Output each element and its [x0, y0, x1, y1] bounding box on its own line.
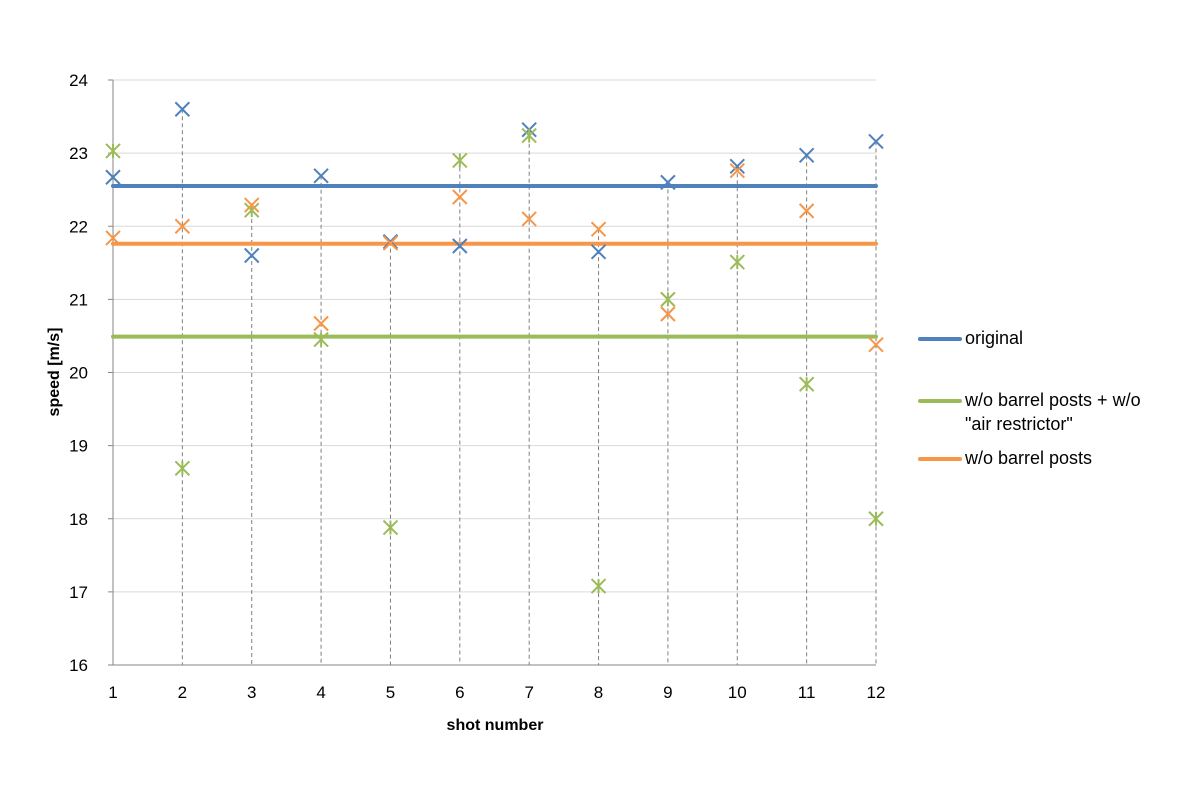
x-marker-icon — [660, 174, 676, 191]
legend-label: original — [965, 328, 1024, 348]
x-marker-icon — [382, 235, 399, 251]
x-marker-icon — [174, 218, 191, 234]
x-axis-tick-labels: 1 2 3 4 5 6 7 8 9 10 11 12 — [108, 683, 885, 702]
x-tick-label: 6 — [455, 683, 464, 702]
legend-swatch-original — [918, 337, 962, 341]
x-tick-label: 10 — [728, 683, 747, 702]
legend-item-no-posts-no-restrictor[interactable]: w/o barrel posts + w/o "air restrictor" — [918, 388, 1188, 436]
x-marker-icon — [660, 306, 676, 322]
star-marker-icon — [660, 291, 676, 308]
x-marker-icon — [105, 230, 121, 246]
y-tick-label: 23 — [69, 144, 88, 163]
x-marker-icon — [244, 197, 260, 213]
x-tick-label: 8 — [594, 683, 603, 702]
x-marker-icon — [729, 158, 745, 174]
legend-label: w/o barrel posts — [965, 448, 1093, 468]
x-marker-icon — [452, 189, 468, 205]
y-axis-tick-labels: 16 17 18 19 20 21 22 23 24 — [69, 71, 88, 675]
x-tick-label: 7 — [524, 683, 533, 702]
x-tick-label: 4 — [316, 683, 325, 702]
x-tick-label: 3 — [247, 683, 256, 702]
legend-item-original[interactable]: original — [918, 326, 1188, 350]
y-tick-label: 24 — [69, 71, 88, 90]
star-marker-icon — [452, 152, 468, 169]
x-axis-title: shot number — [447, 717, 544, 734]
x-marker-icon — [868, 337, 884, 353]
y-tick-label: 16 — [69, 656, 88, 675]
x-marker-icon — [590, 221, 607, 237]
y-tick-label: 22 — [69, 217, 88, 236]
legend-label: w/o barrel posts + w/o "air restrictor" — [965, 390, 1141, 434]
star-marker-icon — [521, 127, 537, 144]
legend-item-no-posts[interactable]: w/o barrel posts — [918, 446, 1188, 470]
x-marker-icon — [521, 211, 537, 227]
x-tick-label: 5 — [386, 683, 395, 702]
x-tick-label: 2 — [178, 683, 187, 702]
star-marker-icon — [868, 511, 884, 527]
star-marker-icon — [174, 460, 191, 477]
star-marker-icon — [313, 331, 329, 348]
star-marker-icon — [382, 519, 399, 536]
star-marker-icon — [729, 254, 745, 270]
y-tick-label: 21 — [69, 290, 88, 309]
x-marker-icon — [313, 168, 329, 184]
star-marker-icon — [105, 143, 121, 159]
mean-lines — [111, 184, 878, 339]
x-tick-label: 1 — [108, 683, 117, 702]
x-marker-icon — [729, 162, 745, 179]
y-tick-label: 19 — [69, 437, 88, 456]
star-marker-icon — [590, 578, 607, 594]
data-points — [105, 101, 884, 594]
x-marker-icon — [174, 101, 191, 117]
y-axis-title: speed [m/s] — [46, 328, 63, 417]
x-marker-icon — [382, 233, 399, 250]
x-tick-label: 12 — [867, 683, 886, 702]
star-marker-icon — [798, 376, 815, 392]
vertical-drop-lines — [181, 109, 877, 665]
y-tick-label: 17 — [69, 583, 88, 602]
x-marker-icon — [590, 244, 607, 260]
y-tick-label: 18 — [69, 510, 88, 529]
x-tick-label: 9 — [663, 683, 672, 702]
x-marker-icon — [798, 203, 815, 219]
x-tick-label: 11 — [798, 683, 816, 702]
legend-swatch-no-posts-no-restrictor — [918, 399, 962, 403]
horizontal-gridlines — [113, 79, 876, 593]
x-marker-icon — [105, 169, 121, 185]
x-marker-icon — [868, 133, 884, 150]
x-marker-icon — [452, 238, 468, 254]
y-tick-label: 20 — [69, 364, 88, 383]
x-marker-icon — [244, 247, 260, 264]
x-marker-icon — [798, 147, 815, 164]
legend-swatch-no-posts — [918, 457, 962, 461]
x-marker-icon — [313, 315, 329, 332]
legend: original w/o barrel posts + w/o "air res… — [918, 326, 1188, 470]
